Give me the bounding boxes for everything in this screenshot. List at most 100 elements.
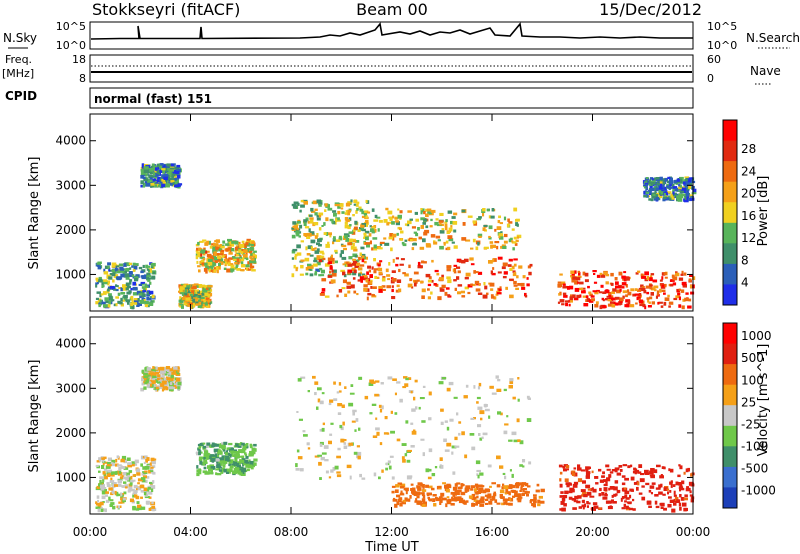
echo-cell [314, 235, 318, 239]
echo-cell [340, 269, 345, 273]
echo-cell [194, 294, 198, 297]
echo-cell [104, 265, 110, 269]
echo-cell [250, 243, 254, 247]
echo-cell [316, 233, 319, 237]
echo-cell [640, 473, 645, 476]
echo-cell [422, 238, 426, 243]
echo-cell [445, 240, 449, 244]
echo-cell [295, 463, 298, 468]
echo-cell [463, 395, 468, 399]
echo-cell [444, 223, 448, 227]
echo-cell [506, 223, 510, 228]
echo-cell [603, 479, 607, 482]
echo-cell [593, 505, 599, 509]
echo-cell [689, 179, 694, 183]
echo-cell [218, 261, 224, 265]
echo-cell [159, 179, 163, 184]
echo-cell [136, 304, 140, 307]
echo-cell [206, 287, 209, 290]
beam-title: Beam 00 [356, 0, 428, 19]
echo-cell [355, 203, 359, 207]
echo-cell [518, 493, 521, 497]
echo-cell [314, 381, 319, 385]
echo-cell [227, 469, 231, 472]
echo-cell [526, 485, 531, 488]
echo-cell [317, 454, 322, 457]
echo-cell [394, 503, 398, 508]
echo-cell [316, 406, 319, 410]
echo-cell [500, 231, 503, 234]
echo-cell [586, 298, 590, 302]
echo-cell [252, 448, 257, 452]
echo-cell [122, 287, 128, 291]
echo-cell [235, 443, 239, 447]
echo-cell [103, 304, 108, 308]
echo-cell [228, 463, 232, 467]
echo-cell [336, 391, 340, 394]
echo-cell [154, 386, 157, 390]
colorbar-tick-label: 24 [741, 164, 756, 178]
echo-cell [355, 418, 359, 422]
echo-cell [399, 482, 402, 486]
echo-cell [613, 301, 616, 304]
echo-cell [377, 267, 383, 272]
echo-cell [644, 305, 647, 310]
echo-cell [474, 483, 479, 487]
echo-cell [220, 457, 225, 461]
echo-cell [123, 467, 129, 470]
echo-cell [441, 274, 444, 278]
echo-cell [217, 258, 221, 262]
echo-cell [237, 258, 242, 262]
echo-cell [635, 302, 638, 305]
echo-cell [502, 498, 508, 502]
echo-cell [672, 276, 678, 281]
echo-cell [103, 271, 109, 275]
echo-cell [571, 272, 575, 276]
echo-cell [496, 226, 502, 230]
echo-cell [392, 258, 395, 263]
echo-cell [512, 270, 516, 273]
echo-cell [607, 303, 613, 307]
echo-cell [470, 283, 474, 286]
echo-cell [516, 418, 520, 423]
echo-cell [208, 472, 214, 475]
echo-cell [318, 203, 322, 207]
echo-cell [226, 447, 231, 450]
echo-cell [660, 188, 664, 192]
echo-cell [383, 237, 387, 240]
echo-cell [95, 282, 99, 285]
echo-cell [633, 482, 638, 485]
echo-cell [473, 385, 476, 389]
echo-cell [148, 469, 151, 474]
echo-cell [202, 253, 206, 256]
echo-cell [663, 193, 666, 197]
echo-cell [228, 442, 233, 446]
echo-cell [378, 247, 383, 250]
echo-cell [114, 268, 119, 272]
echo-cell [140, 283, 144, 286]
echo-cell [196, 260, 199, 264]
echo-cell [151, 380, 156, 384]
echo-cell [336, 474, 342, 478]
echo-cell [157, 374, 161, 378]
echo-cell [588, 291, 592, 294]
echo-cell [347, 242, 353, 246]
echo-cell [235, 462, 240, 466]
echo-cell [670, 279, 675, 282]
echo-cell [296, 252, 302, 256]
echo-cell [624, 500, 627, 503]
echo-cell [155, 170, 160, 174]
echo-cell [148, 290, 154, 295]
echo-cell [332, 220, 336, 225]
echo-cell [522, 459, 526, 463]
echo-cell [598, 493, 602, 497]
echo-cell [150, 466, 154, 469]
echo-cell [412, 243, 417, 246]
echo-cell [187, 290, 191, 294]
echo-cell [293, 264, 296, 269]
echo-cell [144, 181, 148, 185]
echo-cell [318, 227, 322, 231]
echo-cell [331, 257, 335, 262]
echo-cell [203, 453, 208, 457]
